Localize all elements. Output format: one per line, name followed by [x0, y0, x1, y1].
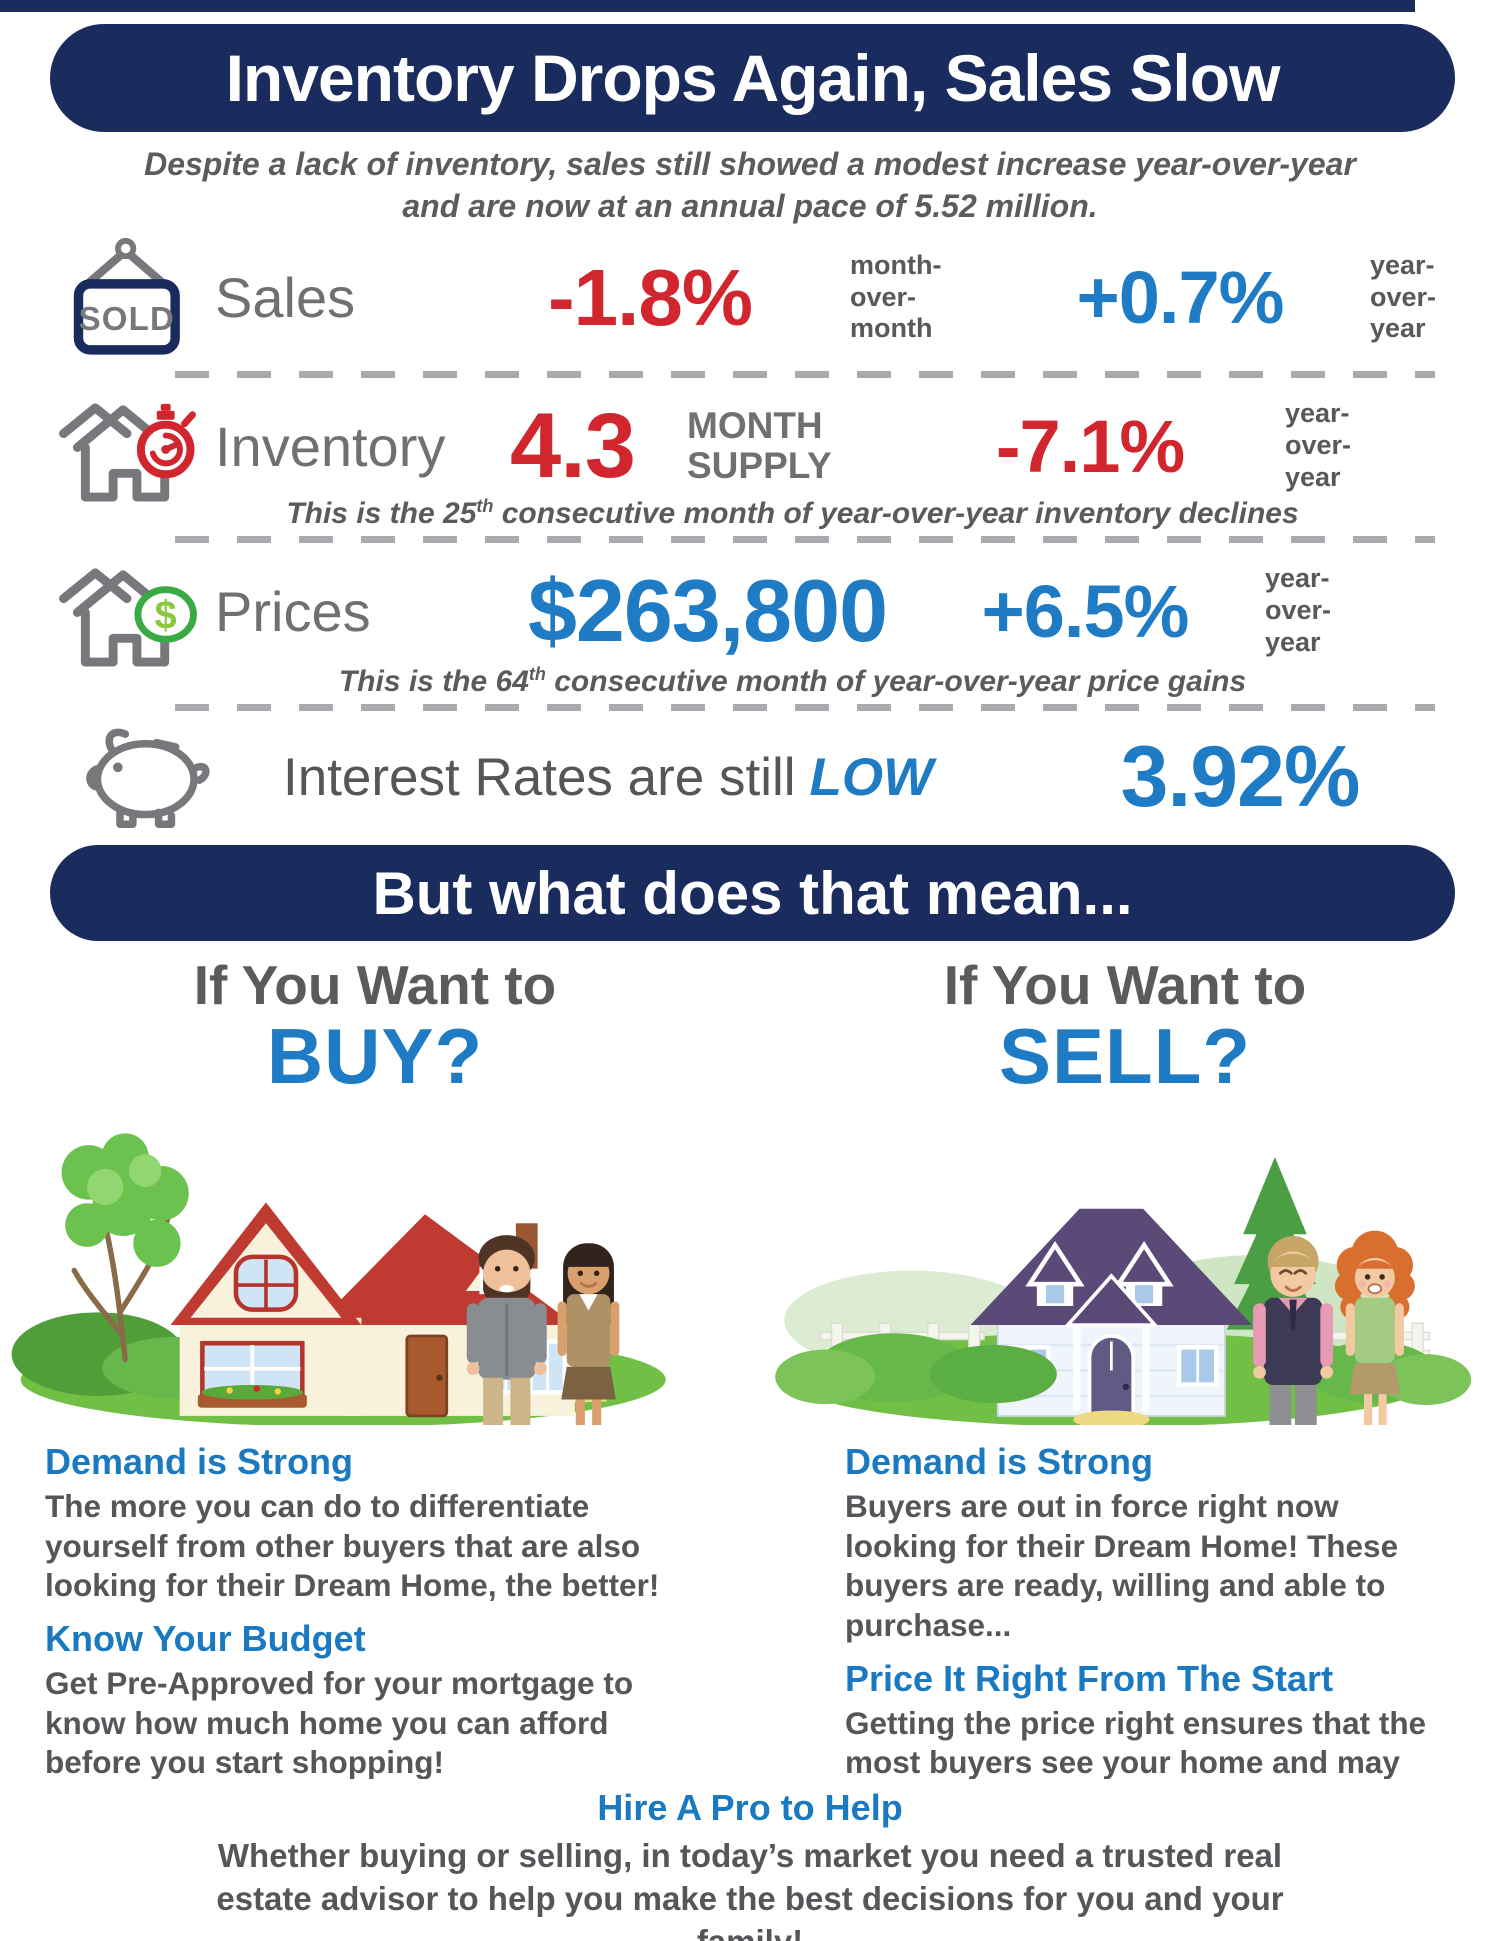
buy-text-sections: Demand is Strong The more you can do to …: [0, 1425, 750, 1779]
question-banner: But what does that mean...: [50, 845, 1455, 941]
prices-label: Prices: [215, 579, 371, 643]
sold-sign-icon: SOLD: [40, 232, 215, 364]
prices-value: $263,800: [527, 561, 888, 660]
sell-column: If You Want to SELL?: [750, 941, 1500, 1779]
interest-row: Interest Rates are still LOW 3.92%: [40, 717, 1455, 837]
buy-sell-columns: If You Want to BUY?: [0, 941, 1500, 1779]
top-accent-strip: [0, 0, 1415, 12]
sold-sign-text: SOLD: [78, 299, 174, 336]
inventory-row: Inventory 4.3 MONTH SUPPLY -7.1% year- o…: [40, 384, 1455, 502]
sell-couple-illustration: [1253, 1230, 1415, 1425]
footer-section: Hire A Pro to Help Whether buying or sel…: [0, 1787, 1500, 1941]
sales-yoy-value: +0.7%: [1076, 256, 1285, 339]
prices-note: This is the 64th consecutive month of ye…: [338, 664, 1247, 698]
footer-heading: Hire A Pro to Help: [597, 1787, 903, 1828]
inventory-yoy-label: year- over- year: [1285, 398, 1352, 492]
inventory-label: Inventory: [215, 414, 446, 478]
inventory-supply-value: 4.3: [510, 394, 636, 497]
interest-rate-value: 3.92%: [1120, 728, 1361, 825]
sales-mom-label: month- over- month: [850, 249, 942, 344]
footer-body: Whether buying or selling, in today’s ma…: [216, 1837, 1284, 1941]
sell-section-body: Buyers are out in force right now lookin…: [845, 1488, 1399, 1644]
buy-section-body: Get Pre-Approved for your mortgage to kn…: [45, 1665, 634, 1779]
buy-couple-illustration: [466, 1235, 620, 1425]
sell-section-title: Demand is Strong: [845, 1441, 1154, 1482]
subtitle: Despite a lack of inventory, sales still…: [144, 146, 1356, 224]
sell-scene-illustration: [775, 1156, 1472, 1425]
sell-section-body: Getting the price right ensures that the…: [845, 1704, 1427, 1779]
dollar-glyph: $: [154, 593, 176, 637]
house-dollar-icon: $: [40, 549, 215, 673]
sales-yoy-label: year- over- year: [1370, 249, 1437, 344]
house-stopwatch-icon: [40, 384, 215, 508]
prices-row: $ Prices $263,800 +6.5% year- over- year: [40, 549, 1455, 667]
low-highlight: LOW: [809, 747, 934, 807]
buy-section-title: Demand is Strong: [45, 1441, 354, 1482]
divider: [175, 371, 1435, 378]
sell-heading: If You Want to SELL?: [750, 957, 1500, 1107]
sales-label: Sales: [215, 266, 356, 329]
interest-label: Interest Rates are still LOW: [283, 747, 934, 807]
divider: [175, 704, 1435, 711]
tree-illustration: [61, 1133, 189, 1363]
inventory-supply-label: MONTH SUPPLY: [687, 405, 832, 486]
divider: [175, 536, 1435, 543]
inventory-yoy-value: -7.1%: [995, 404, 1185, 488]
buy-heading-main: BUY?: [266, 1012, 484, 1101]
buy-scene-illustration: [11, 1133, 666, 1425]
sales-row: SOLD Sales -1.8% month- over- month +0.7…: [40, 230, 1455, 365]
sales-mom-value: -1.8%: [548, 252, 753, 342]
prices-yoy-value: +6.5%: [981, 569, 1190, 653]
sell-text-sections: Demand is Strong Buyers are out in force…: [750, 1425, 1500, 1779]
sell-heading-main: SELL?: [999, 1012, 1251, 1101]
inventory-note: This is the 25th consecutive month of ye…: [286, 496, 1299, 530]
piggy-bank-icon: [40, 718, 245, 836]
stats-section: SOLD Sales -1.8% month- over- month +0.7…: [0, 230, 1500, 837]
title-banner: Inventory Drops Again, Sales Slow: [50, 24, 1455, 132]
buy-section-title: Know Your Budget: [45, 1618, 366, 1660]
sell-section-title: Price It Right From The Start: [845, 1657, 1334, 1699]
buy-section-body: The more you can do to differentiate you…: [45, 1488, 660, 1604]
buy-heading: If You Want to BUY?: [0, 957, 750, 1107]
prices-yoy-label: year- over- year: [1265, 563, 1332, 657]
buy-column: If You Want to BUY?: [0, 941, 750, 1779]
page-title: Inventory Drops Again, Sales Slow: [225, 41, 1281, 115]
